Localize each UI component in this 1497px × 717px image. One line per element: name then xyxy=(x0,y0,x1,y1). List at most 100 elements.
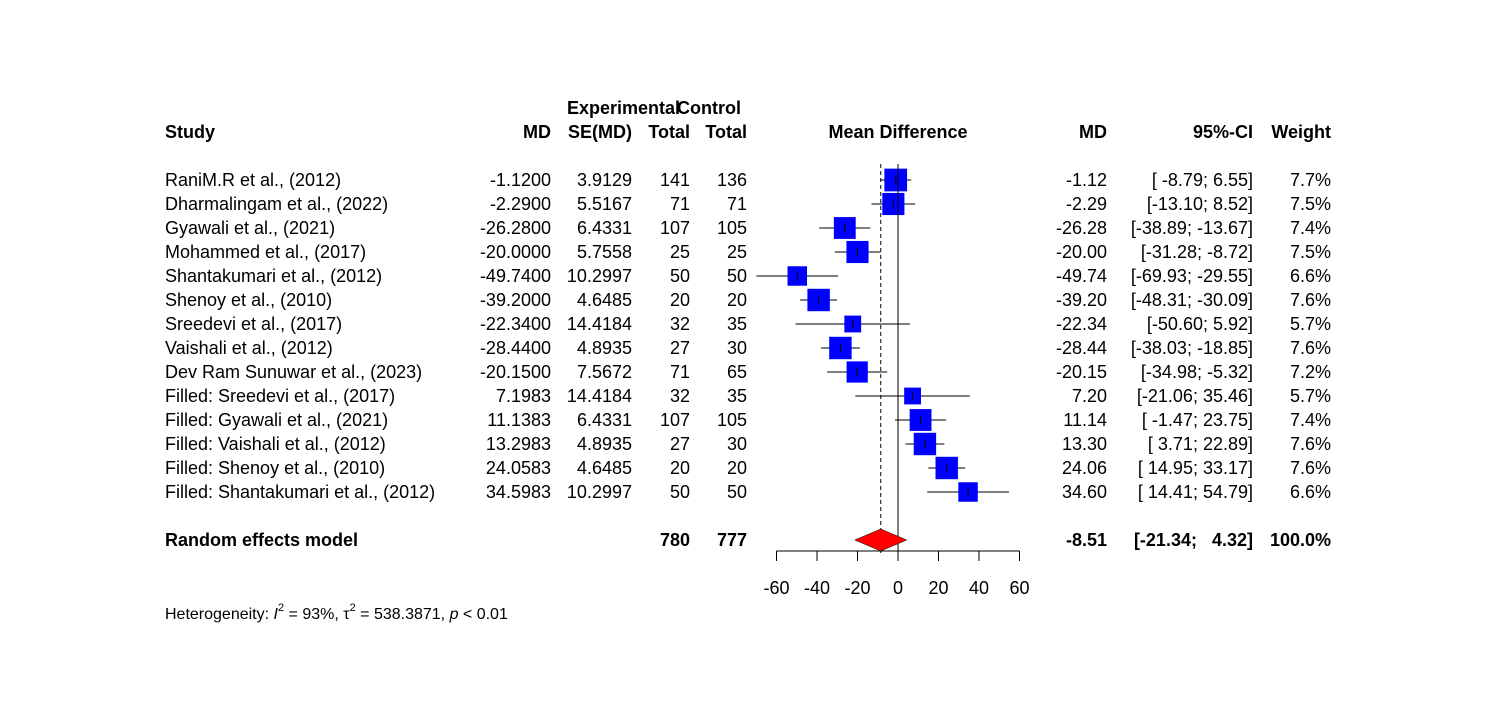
study-total-exp: 27 xyxy=(670,434,690,454)
study-row: Shenoy et al., (2010) -39.2000 4.6485 20 20 -… xyxy=(165,290,1331,310)
study-total-exp: 50 xyxy=(670,266,690,286)
header-total-ctrl: Total xyxy=(705,122,747,142)
pooled-total-ctrl: 777 xyxy=(717,530,747,550)
study-total-ctrl: 30 xyxy=(727,434,747,454)
study-weight: 7.5% xyxy=(1290,194,1331,214)
study-name: Sreedevi et al., (2017) xyxy=(165,314,342,334)
study-md: -20.0000 xyxy=(480,242,551,262)
study-ci: [ 14.95; 33.17] xyxy=(1138,458,1253,478)
study-se: 14.4184 xyxy=(567,386,632,406)
study-rows: RaniM.R et al., (2012) -1.1200 3.9129 141 13… xyxy=(165,170,1331,502)
study-total-ctrl: 35 xyxy=(727,314,747,334)
study-name: Filled: Shantakumari et al., (2012) xyxy=(165,482,435,502)
study-md-right: -22.34 xyxy=(1056,314,1107,334)
header-total-exp: Total xyxy=(648,122,690,142)
study-total-ctrl: 20 xyxy=(727,290,747,310)
study-total-ctrl: 71 xyxy=(727,194,747,214)
study-total-exp: 107 xyxy=(660,218,690,238)
study-se: 10.2997 xyxy=(567,266,632,286)
study-weight: 6.6% xyxy=(1290,482,1331,502)
study-ci: [-13.10; 8.52] xyxy=(1147,194,1253,214)
study-ci: [ -1.47; 23.75] xyxy=(1142,410,1253,430)
study-md-right: 34.60 xyxy=(1062,482,1107,502)
study-total-exp: 32 xyxy=(670,386,690,406)
study-weight: 7.2% xyxy=(1290,362,1331,382)
het-p-symbol: p xyxy=(449,606,459,623)
study-total-ctrl: 50 xyxy=(727,266,747,286)
study-name: Mohammed et al., (2017) xyxy=(165,242,366,262)
study-md: -28.4400 xyxy=(480,338,551,358)
study-total-ctrl: 20 xyxy=(727,458,747,478)
study-se: 4.6485 xyxy=(577,290,632,310)
study-ci: [-48.31; -30.09] xyxy=(1131,290,1253,310)
study-weight: 7.6% xyxy=(1290,458,1331,478)
study-md-right: 11.14 xyxy=(1063,410,1107,430)
het-tau-symbol: τ xyxy=(343,606,350,623)
study-se: 5.7558 xyxy=(577,242,632,262)
study-se: 6.4331 xyxy=(577,218,632,238)
pooled-diamond xyxy=(854,528,908,552)
x-axis-tick-label: 20 xyxy=(928,578,948,598)
study-ci: [-50.60; 5.92] xyxy=(1147,314,1253,334)
study-md: -26.2800 xyxy=(480,218,551,238)
study-name: RaniM.R et al., (2012) xyxy=(165,170,341,190)
study-name: Filled: Vaishali et al., (2012) xyxy=(165,434,386,454)
study-row: Dev Ram Sunuwar et al., (2023) -20.1500 7.… xyxy=(165,362,1331,382)
study-md-right: 13.30 xyxy=(1062,434,1107,454)
study-weight: 7.7% xyxy=(1290,170,1331,190)
study-weight: 7.6% xyxy=(1290,290,1331,310)
study-ci: [ 14.41; 54.79] xyxy=(1138,482,1253,502)
study-row: RaniM.R et al., (2012) -1.1200 3.9129 141 13… xyxy=(165,170,1331,190)
study-weight: 5.7% xyxy=(1290,386,1331,406)
het-i-exponent: 2 xyxy=(278,602,284,614)
study-ci: [ -8.79; 6.55] xyxy=(1152,170,1253,190)
study-weight: 7.5% xyxy=(1290,242,1331,262)
header-md-right: MD xyxy=(1079,122,1107,142)
study-ci: [-38.03; -18.85] xyxy=(1131,338,1253,358)
study-md: 24.0583 xyxy=(486,458,551,478)
study-weight: 7.4% xyxy=(1290,410,1331,430)
pooled-md: -8.51 xyxy=(1066,530,1107,550)
plot-area: -60 -40 -20 0 20 40 60 xyxy=(756,164,1030,598)
study-md-right: -2.29 xyxy=(1066,194,1107,214)
study-total-exp: 20 xyxy=(670,458,690,478)
study-row: Filled: Sreedevi et al., (2017) 7.1983 14.… xyxy=(165,386,1331,406)
study-row: Filled: Shenoy et al., (2010) 24.0583 4.64… xyxy=(165,458,1331,478)
study-md: -49.7400 xyxy=(480,266,551,286)
study-se: 5.5167 xyxy=(577,194,632,214)
study-se: 7.5672 xyxy=(577,362,632,382)
x-axis-tick-label: -20 xyxy=(844,578,870,598)
x-axis-tick-label: 60 xyxy=(1009,578,1029,598)
het-prefix: Heterogeneity: xyxy=(165,606,274,623)
study-total-ctrl: 65 xyxy=(727,362,747,382)
study-se: 6.4331 xyxy=(577,410,632,430)
study-md-right: -20.15 xyxy=(1056,362,1107,382)
x-axis-tick-label: -40 xyxy=(804,578,830,598)
pooled-total-exp: 780 xyxy=(660,530,690,550)
study-name: Vaishali et al., (2012) xyxy=(165,338,333,358)
study-md: -20.1500 xyxy=(480,362,551,382)
study-name: Shenoy et al., (2010) xyxy=(165,290,332,310)
study-total-exp: 71 xyxy=(670,194,690,214)
study-weight: 7.6% xyxy=(1290,434,1331,454)
header-md: MD xyxy=(523,122,551,142)
study-md: -1.1200 xyxy=(490,170,551,190)
study-ci: [ 3.71; 22.89] xyxy=(1148,434,1253,454)
study-ci: [-21.06; 35.46] xyxy=(1137,386,1253,406)
study-md-right: 24.06 xyxy=(1062,458,1107,478)
het-i-symbol: I xyxy=(274,606,279,623)
pooled-label: Random effects model xyxy=(165,530,358,550)
study-ci: [-31.28; -8.72] xyxy=(1141,242,1253,262)
study-weight: 5.7% xyxy=(1290,314,1331,334)
het-p-value: < 0.01 xyxy=(458,606,507,623)
study-md: -39.2000 xyxy=(480,290,551,310)
study-name: Gyawali et al., (2021) xyxy=(165,218,335,238)
header-mean-difference: Mean Difference xyxy=(828,122,967,142)
study-md-right: -20.00 xyxy=(1056,242,1107,262)
study-row: Mohammed et al., (2017) -20.0000 5.7558 25 2… xyxy=(165,242,1331,262)
study-se: 4.8935 xyxy=(577,434,632,454)
study-md-right: -28.44 xyxy=(1056,338,1107,358)
study-total-ctrl: 30 xyxy=(727,338,747,358)
study-row: Filled: Vaishali et al., (2012) 13.2983 4.… xyxy=(165,434,1331,454)
study-md-right: 7.20 xyxy=(1072,386,1107,406)
